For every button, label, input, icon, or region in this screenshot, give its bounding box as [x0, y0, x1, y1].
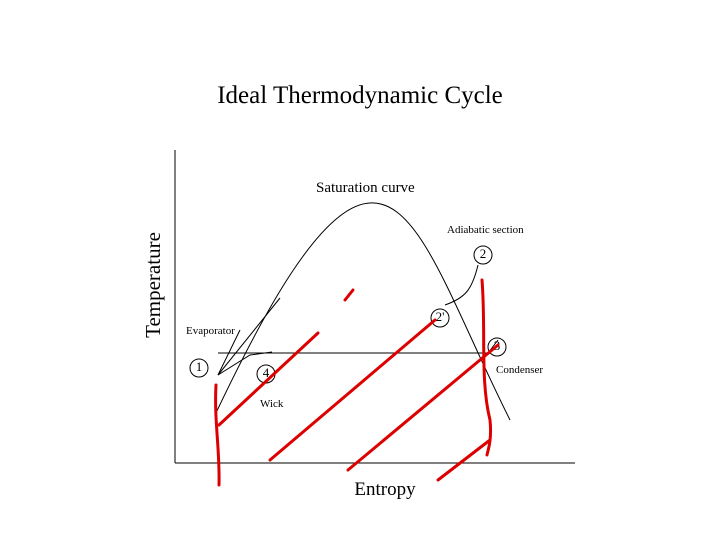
point-label: 2 — [480, 246, 487, 261]
red-stroke — [268, 318, 437, 462]
red-stroke — [436, 438, 492, 482]
saturation-curve-label: Saturation curve — [316, 180, 415, 196]
red-annotations — [214, 278, 500, 487]
y-axis-label: Temperature — [141, 232, 165, 338]
adiabatic-label: Adiabatic section — [447, 224, 524, 236]
saturation-dome — [214, 202, 511, 421]
red-stroke — [346, 343, 500, 472]
condenser-label: Condenser — [496, 364, 543, 376]
evaporator-label: Evaporator — [186, 325, 235, 337]
cycle-line — [217, 329, 241, 376]
wick-line — [217, 351, 273, 376]
point-label: 2' — [436, 309, 445, 324]
red-stroke — [343, 288, 355, 302]
wick-label: Wick — [260, 398, 284, 410]
x-axis-label: Entropy — [354, 479, 416, 500]
point-marker — [189, 358, 209, 378]
point-marker — [487, 337, 507, 357]
adiabatic-line — [444, 264, 479, 306]
point-label: 1 — [196, 359, 203, 374]
red-stroke — [217, 331, 320, 427]
point-marker — [430, 308, 450, 328]
point-label: 4 — [263, 365, 270, 380]
slide-title: Ideal Thermodynamic Cycle — [217, 82, 503, 109]
red-stroke — [214, 383, 221, 487]
red-stroke — [480, 278, 493, 457]
evaporator-line — [217, 297, 281, 376]
point-marker — [473, 245, 493, 265]
